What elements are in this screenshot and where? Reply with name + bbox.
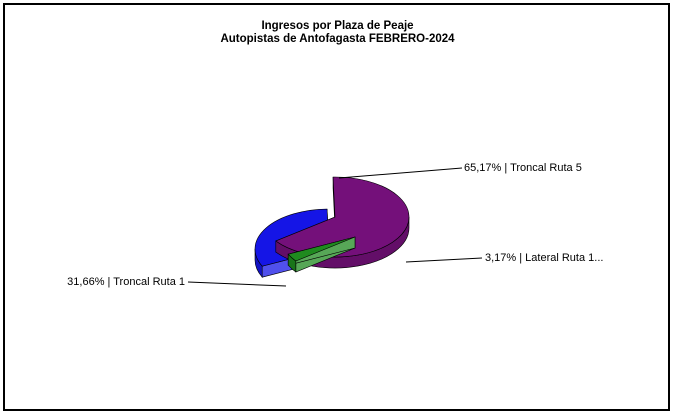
slice-label-2: 3,17% | Lateral Ruta 1... xyxy=(485,252,603,264)
slice-label-1: 65,17% | Troncal Ruta 5 xyxy=(464,162,582,174)
pie-slice-2 xyxy=(287,236,356,273)
chart-subtitle: Autopistas de Antofagasta FEBRERO-2024 xyxy=(220,33,455,45)
leader-line-2 xyxy=(405,257,483,263)
slice-label-3: 31,66% | Troncal Ruta 1 xyxy=(67,276,185,288)
leader-line-1 xyxy=(338,167,463,179)
leader-line-3 xyxy=(187,281,287,287)
chart-title: Ingresos por Plaza de Peaje xyxy=(261,20,414,32)
